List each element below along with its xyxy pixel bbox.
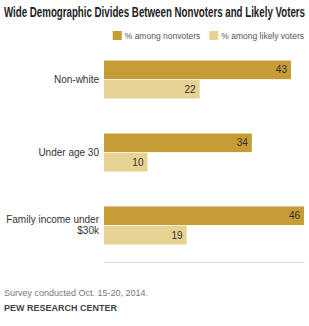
tick-label-line: Family income under — [6, 214, 99, 225]
data-label: 22 — [185, 84, 197, 95]
tick-label: Non-white — [54, 74, 99, 85]
legend-item: % among nonvoters — [113, 31, 201, 41]
legend-label: % among nonvoters — [125, 31, 201, 41]
tick-label-line: $30k — [75, 225, 100, 236]
x-axis — [105, 262, 305, 263]
bar — [104, 133, 252, 152]
legend-swatch — [113, 31, 122, 40]
tick-label: Under age 30 — [38, 147, 99, 158]
data-labels: 43 34 46 22 10 19 — [132, 64, 300, 240]
legend: % among nonvoters % among likely voters — [113, 31, 304, 41]
data-label: 10 — [132, 157, 144, 168]
legend-swatch — [209, 31, 218, 40]
y-axis: Non-white Under age 30 Family income under… — [6, 74, 100, 237]
chart: Wide Demographic Divides Between Nonvote… — [0, 0, 309, 326]
note: Survey conducted Oct. 15-20, 2014. — [4, 288, 148, 298]
bar — [104, 226, 187, 245]
title: Wide Demographic Divides Between Nonvote… — [4, 4, 305, 20]
legend-label: % among likely voters — [221, 31, 304, 41]
data-label: 43 — [276, 64, 288, 75]
data-label: 46 — [289, 210, 301, 221]
x-axis-line — [105, 262, 305, 263]
bar — [104, 206, 304, 225]
tick: Non-white — [54, 74, 99, 85]
data-label: 19 — [171, 230, 183, 241]
tick: Family income under $30k — [6, 214, 100, 237]
data-label: 34 — [237, 137, 249, 148]
bar — [104, 80, 200, 99]
bar — [104, 61, 291, 80]
tick-label: Family income under $30k — [6, 214, 100, 237]
legend-item: % among likely voters — [209, 31, 304, 41]
bars — [104, 61, 304, 245]
credit: PEW RESEARCH CENTER — [4, 303, 118, 313]
tick: Under age 30 — [38, 147, 99, 158]
bar — [104, 153, 147, 172]
